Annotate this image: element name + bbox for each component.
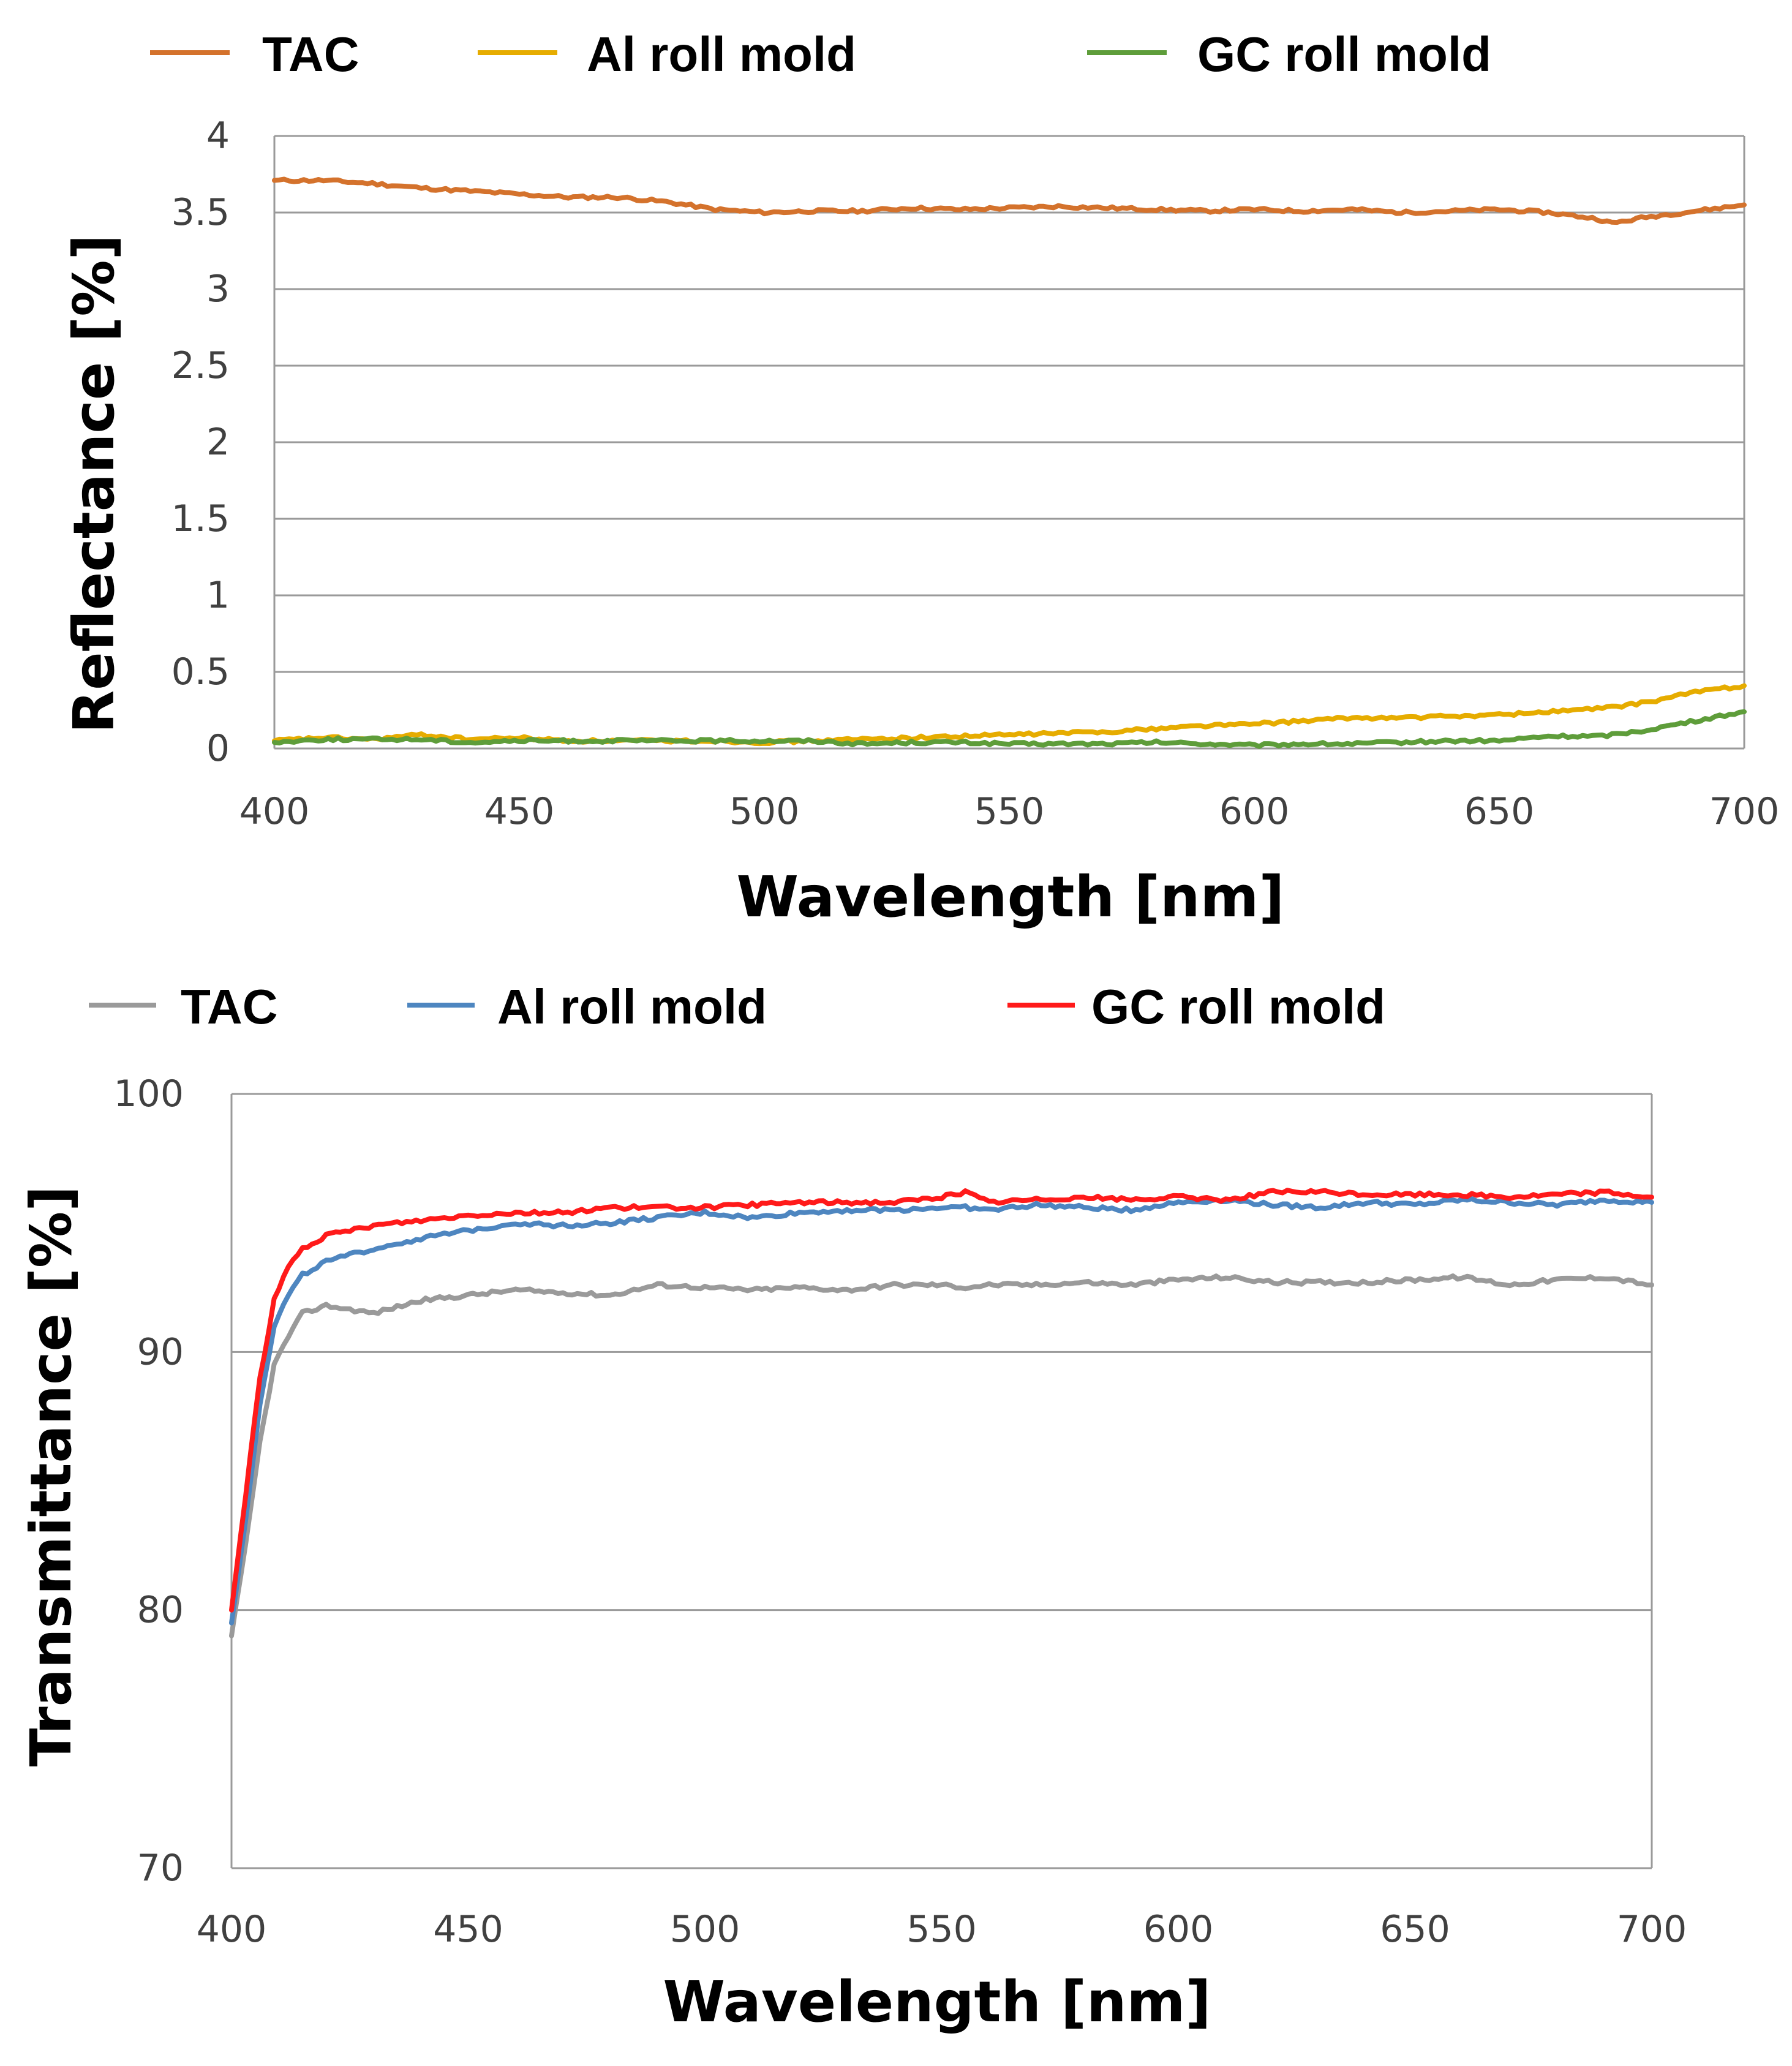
y-tick-label: 80: [137, 1589, 184, 1632]
legend-label: Al roll mold: [587, 27, 856, 81]
x-ticks: 400 450 500 550 600 650 700: [239, 790, 1780, 833]
legend-label: Al roll mold: [497, 979, 767, 1034]
legend-label: TAC: [181, 979, 277, 1034]
legend: TAC Al roll mold GC roll mold: [89, 979, 1385, 1034]
y-tick-label: 1: [206, 574, 230, 617]
x-axis-label: Wavelength [nm]: [737, 864, 1285, 930]
grid: [273, 135, 1745, 750]
al-roll-mold-series-line: [272, 683, 1747, 747]
al-roll-mold-series-line: [229, 1196, 1654, 1626]
x-ticks: 400 450 500 550 600 650 700: [197, 1908, 1687, 1951]
gc-roll-mold-series-line: [272, 709, 1747, 749]
x-tick-label: 600: [1219, 790, 1290, 833]
series-group: [229, 1188, 1654, 1638]
y-tick-label: 4: [206, 115, 230, 157]
y-axis-label: Transmittance [%]: [18, 1186, 84, 1767]
x-tick-label: 450: [484, 790, 555, 833]
legend-label: TAC: [262, 27, 359, 81]
x-tick-label: 450: [433, 1908, 503, 1951]
legend-label: GC roll mold: [1197, 27, 1491, 81]
y-ticks: 70 80 90 100: [113, 1073, 184, 1890]
y-tick-label: 2: [206, 421, 230, 464]
transmittance-chart: TAC Al roll mold GC roll mold 70 80 90 100 40…: [18, 979, 1687, 2035]
gc-roll-mold-series-line: [229, 1188, 1654, 1613]
x-tick-label: 500: [729, 790, 800, 833]
y-tick-label: 100: [113, 1073, 184, 1115]
legend: TAC Al roll mold GC roll mold: [150, 27, 1491, 81]
series-group: [272, 176, 1747, 749]
x-tick-label: 400: [239, 790, 310, 833]
legend-label: GC roll mold: [1091, 979, 1385, 1034]
x-tick-label: 650: [1380, 1908, 1450, 1951]
reflectance-chart: TAC Al roll mold GC roll mold 0 0.5 1 1.5 2 2.5…: [61, 27, 1779, 930]
x-tick-label: 700: [1617, 1908, 1687, 1951]
tac-series-line: [272, 176, 1747, 225]
y-tick-label: 0.5: [171, 650, 230, 693]
y-ticks: 0 0.5 1 1.5 2 2.5 3 3.5 4: [171, 115, 230, 770]
x-tick-label: 600: [1143, 1908, 1214, 1951]
x-axis-label: Wavelength [nm]: [663, 1969, 1211, 2035]
tac-series-line: [229, 1273, 1654, 1638]
y-tick-label: 90: [137, 1330, 184, 1373]
y-tick-label: 0: [206, 727, 230, 770]
y-tick-label: 2.5: [171, 344, 230, 387]
x-tick-label: 550: [906, 1908, 977, 1951]
x-tick-label: 550: [974, 790, 1045, 833]
x-tick-label: 650: [1464, 790, 1535, 833]
y-tick-label: 70: [137, 1847, 184, 1890]
y-tick-label: 1.5: [171, 497, 230, 540]
grid: [230, 1093, 1653, 1869]
x-tick-label: 700: [1709, 790, 1780, 833]
y-tick-label: 3: [206, 268, 230, 311]
x-tick-label: 400: [197, 1908, 267, 1951]
y-tick-label: 3.5: [171, 191, 230, 234]
y-axis-label: Reflectance [%]: [61, 234, 127, 733]
x-tick-label: 500: [670, 1908, 740, 1951]
